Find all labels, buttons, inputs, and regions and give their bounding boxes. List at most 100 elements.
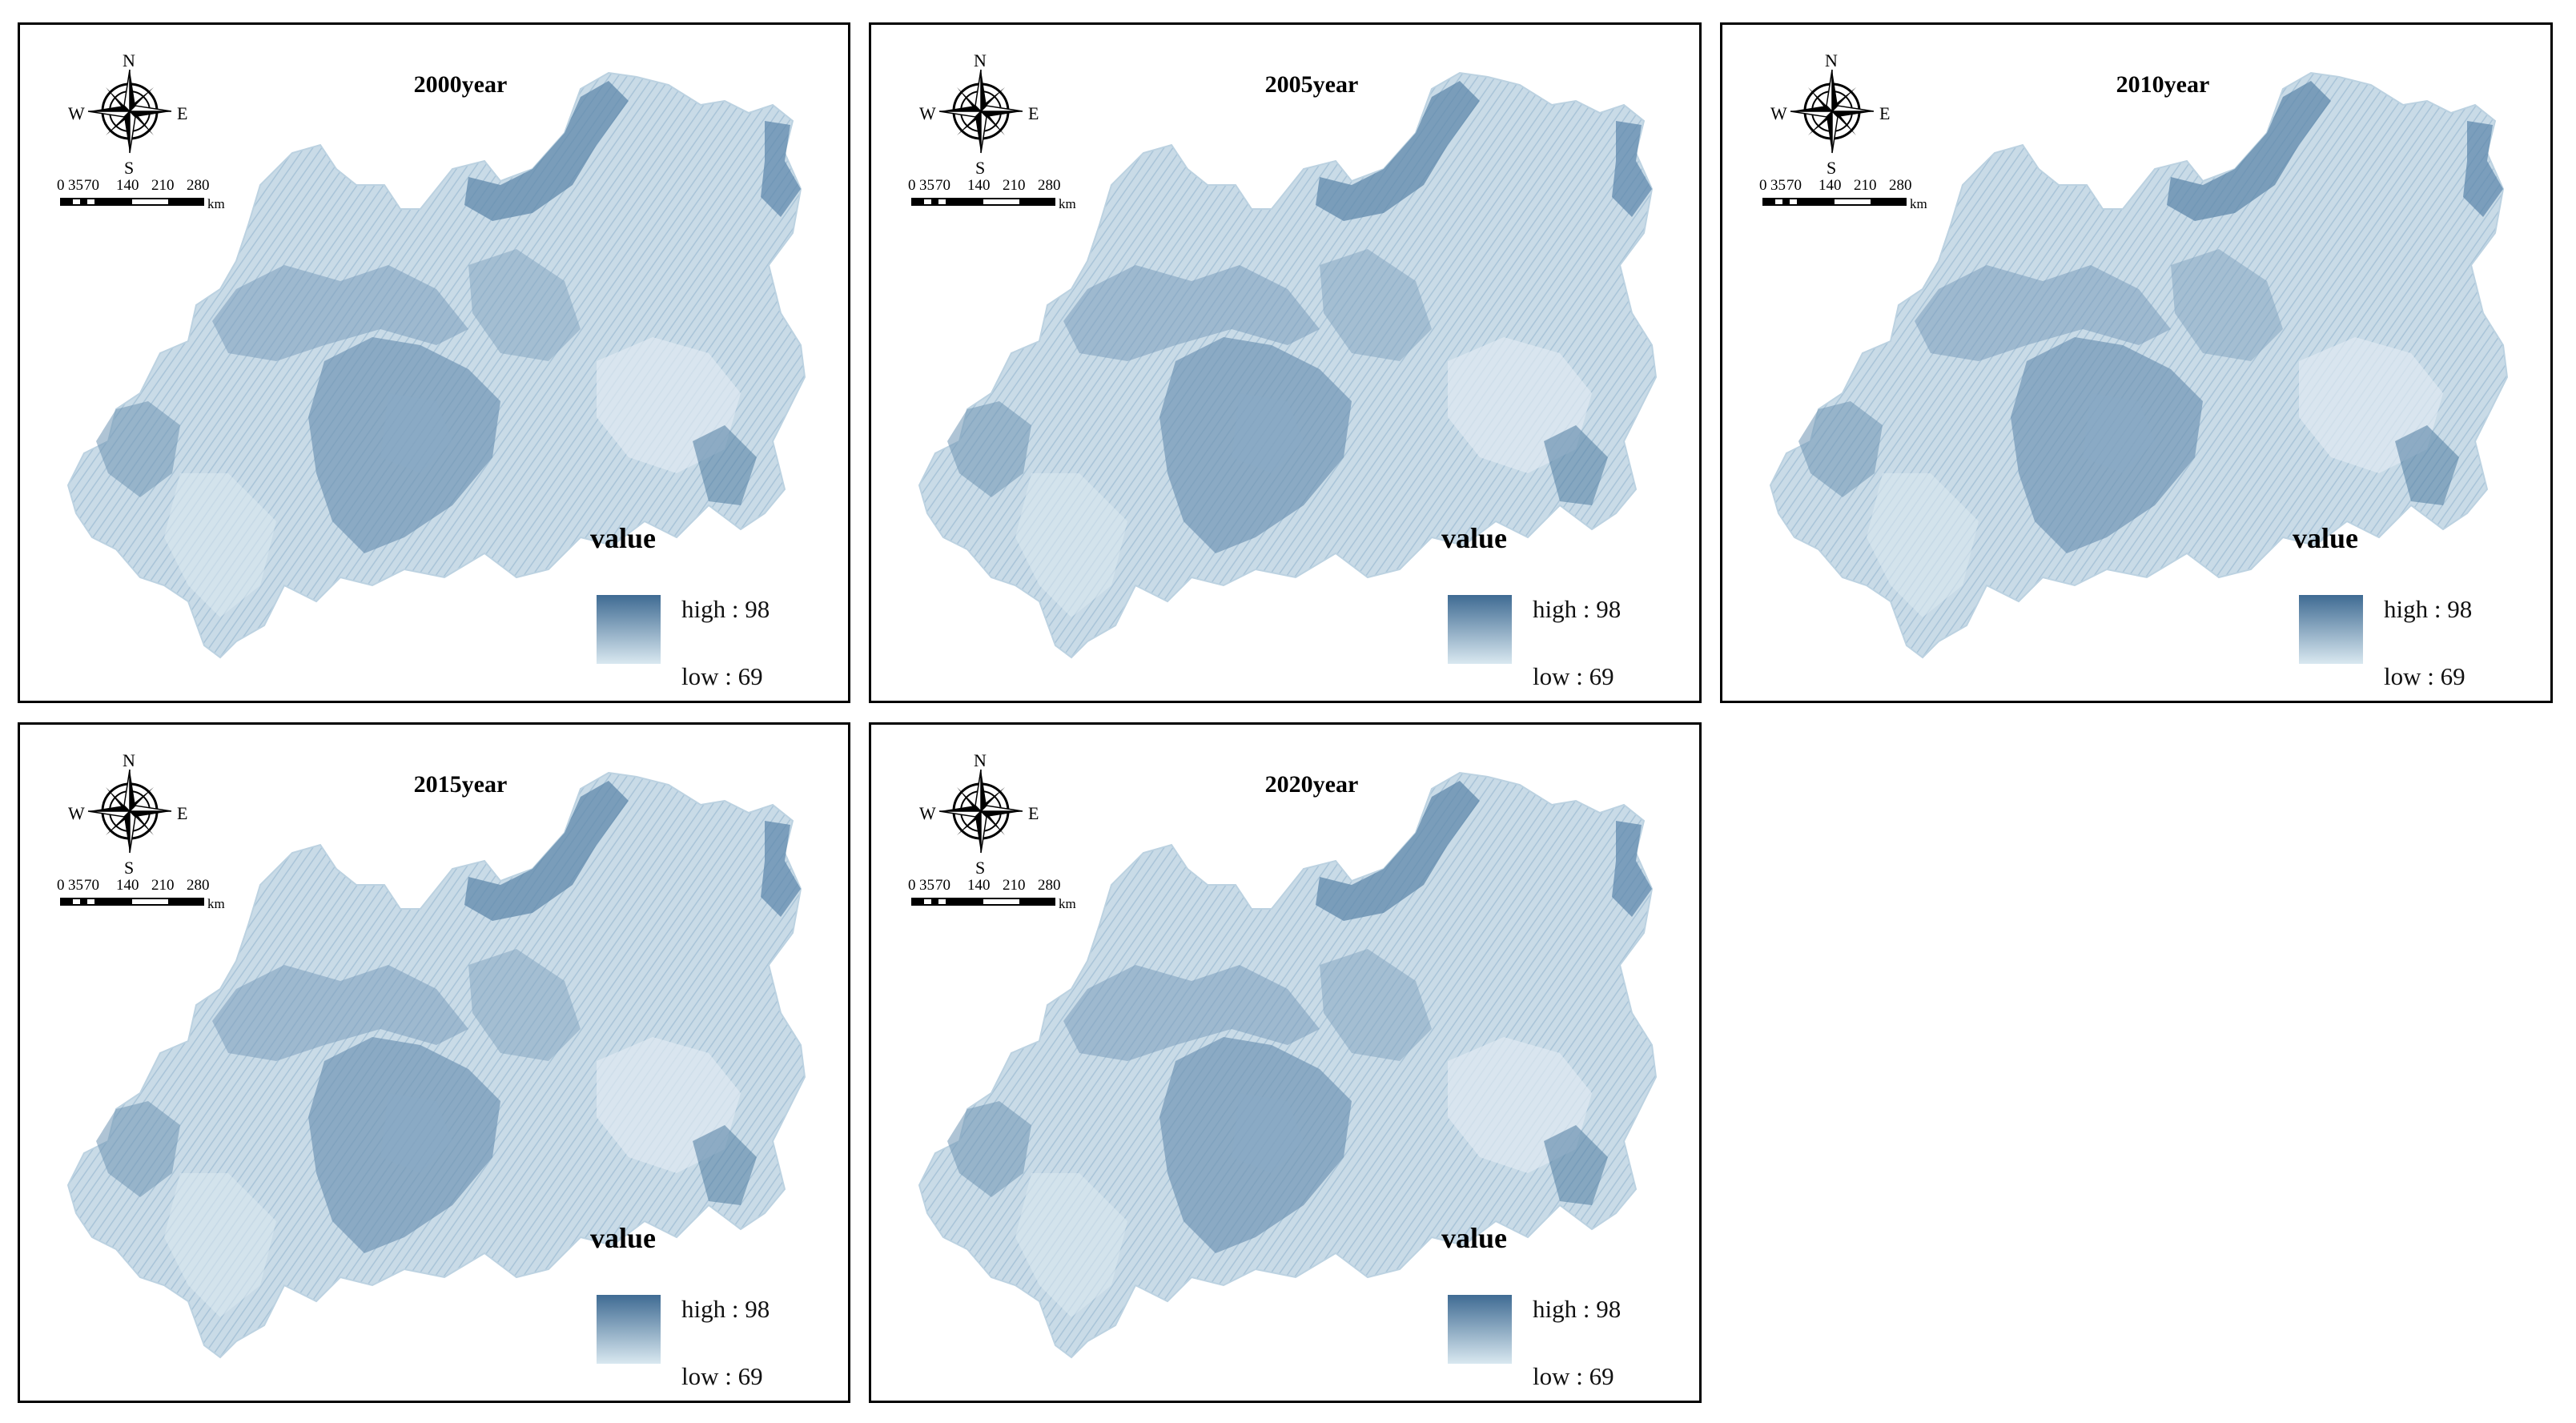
scale-tick-label: 35 — [919, 177, 934, 194]
high-value-zone — [1544, 1125, 1608, 1205]
map-panel: N S E W 0 35 70 140 210 280 km 2010year … — [1720, 22, 2553, 703]
scale-unit-label: km — [207, 896, 225, 911]
compass-east-label: E — [1879, 103, 1891, 123]
compass-rose-icon — [938, 69, 1023, 154]
scale-tick-label: 70 — [84, 877, 99, 894]
scale-unit-label: km — [1059, 196, 1076, 211]
compass-north-label: N — [974, 750, 987, 770]
high-value-zone — [1915, 265, 2171, 361]
compass-north-label: N — [123, 50, 135, 70]
high-value-zone — [1063, 265, 1320, 361]
compass-west-label: W — [919, 803, 936, 823]
low-value-zone — [164, 1173, 276, 1317]
compass-south-label: S — [124, 158, 135, 178]
scale-tick-label: 70 — [84, 177, 99, 194]
scale-bar — [60, 898, 204, 906]
scale-tick-label: 280 — [1038, 177, 1061, 194]
high-value-zone — [212, 965, 468, 1061]
compass-north-label: N — [1825, 50, 1838, 70]
legend-title: value — [1441, 522, 1508, 554]
scale-tick-label: 280 — [187, 177, 210, 194]
compass-rose-icon — [87, 69, 172, 154]
region-map — [1762, 69, 2509, 659]
scale-tick-label: 210 — [1003, 877, 1026, 894]
high-value-zone — [96, 401, 180, 497]
scale-tick-label: 35 — [68, 877, 83, 894]
scale-unit-label: km — [207, 196, 225, 211]
high-value-zone — [1612, 821, 1652, 917]
scale-tick-label: 210 — [1003, 177, 1026, 194]
legend-low-label: low : 69 — [681, 662, 763, 690]
compass-west-label: W — [68, 103, 85, 123]
map-panel: N S E W 0 35 70 140 210 280 km 2005year … — [869, 22, 1702, 703]
map-panel: N S E W 0 35 70 140 210 280 km 2000year … — [18, 22, 850, 703]
region-map — [60, 769, 806, 1359]
scale-unit-label: km — [1910, 196, 1927, 211]
compass-west-label: W — [1770, 103, 1787, 123]
high-value-zone — [1232, 1093, 1304, 1173]
high-value-zone — [464, 81, 629, 221]
high-value-zone — [693, 425, 757, 505]
low-value-zone — [164, 473, 276, 617]
legend-color-ramp — [1448, 1295, 1512, 1364]
scale-bar — [911, 898, 1055, 906]
panel-year-title: 2020year — [1264, 771, 1359, 798]
scale-tick-label: 35 — [919, 877, 934, 894]
scale-tick-label: 210 — [151, 877, 175, 894]
compass-rose-icon — [87, 769, 172, 854]
legend-color-ramp — [2299, 595, 2363, 664]
high-value-zone — [947, 1101, 1031, 1197]
panel-year-title: 2005year — [1264, 71, 1359, 98]
scale-bar — [60, 198, 204, 206]
scale-tick-label: 70 — [935, 877, 950, 894]
legend-low-label: low : 69 — [2384, 662, 2465, 690]
compass-north-label: N — [974, 50, 987, 70]
legend-color-ramp — [597, 595, 661, 664]
high-value-zone — [761, 121, 801, 217]
high-value-zone — [1316, 781, 1480, 921]
compass-rose-icon — [938, 769, 1023, 854]
legend-title: value — [2293, 522, 2359, 554]
high-value-zone — [468, 949, 581, 1061]
high-value-zone — [212, 265, 468, 361]
scale-tick-label: 0 — [908, 177, 916, 194]
compass-east-label: E — [1028, 803, 1039, 823]
legend-high-label: high : 98 — [1533, 1295, 1622, 1323]
legend-title: value — [590, 522, 657, 554]
high-value-zone — [1544, 425, 1608, 505]
scale-tick-label: 35 — [1770, 177, 1786, 194]
legend-high-label: high : 98 — [681, 595, 770, 623]
high-value-zone — [2171, 249, 2283, 361]
high-value-zone — [2395, 425, 2459, 505]
high-value-zone — [693, 1125, 757, 1205]
scale-tick-label: 0 — [908, 877, 916, 894]
compass-east-label: E — [1028, 103, 1039, 123]
high-value-zone — [1320, 249, 1432, 361]
high-value-zone — [1063, 965, 1320, 1061]
scale-tick-label: 70 — [1786, 177, 1802, 194]
compass-south-label: S — [975, 858, 986, 878]
scale-tick-label: 35 — [68, 177, 83, 194]
high-value-zone — [1316, 81, 1480, 221]
region-map — [60, 69, 806, 659]
high-value-zone — [761, 821, 801, 917]
scale-tick-label: 140 — [967, 177, 991, 194]
high-value-zone — [1320, 949, 1432, 1061]
low-value-zone — [1867, 473, 1979, 617]
scale-tick-label: 210 — [1854, 177, 1877, 194]
compass-east-label: E — [177, 803, 188, 823]
legend-color-ramp — [597, 1295, 661, 1364]
legend-title: value — [590, 1222, 657, 1254]
high-value-zone — [464, 781, 629, 921]
legend-high-label: high : 98 — [681, 1295, 770, 1323]
high-value-zone — [380, 393, 452, 473]
scale-tick-label: 280 — [187, 877, 210, 894]
high-value-zone — [2167, 81, 2331, 221]
high-value-zone — [468, 249, 581, 361]
legend-color-ramp — [1448, 595, 1512, 664]
scale-tick-label: 210 — [151, 177, 175, 194]
compass-south-label: S — [1827, 158, 1837, 178]
high-value-zone — [96, 1101, 180, 1197]
region-map — [911, 69, 1658, 659]
scale-tick-label: 0 — [1759, 177, 1767, 194]
